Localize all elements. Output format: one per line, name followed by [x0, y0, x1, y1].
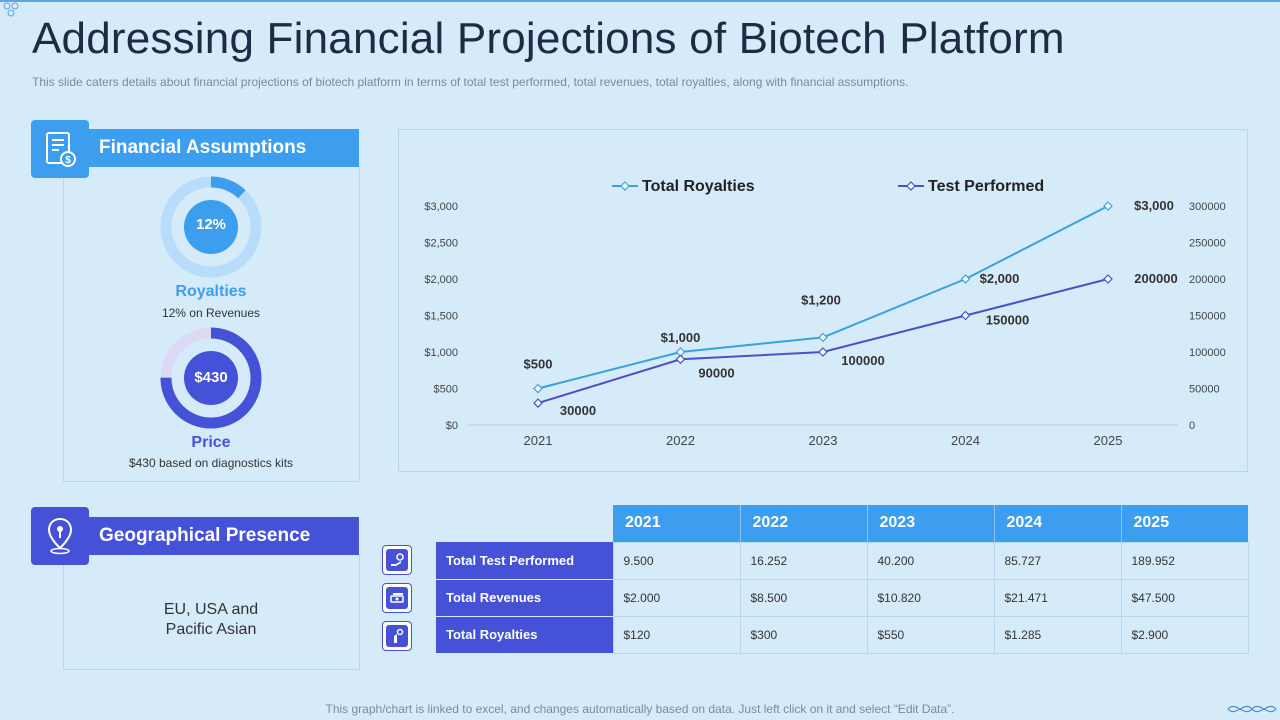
legend-label: Test Performed	[928, 178, 1044, 195]
data-label: 90000	[698, 365, 734, 380]
table-cell: $300	[739, 615, 868, 654]
data-point	[533, 398, 543, 408]
price-label: Price	[191, 434, 231, 451]
royalties-description: 12% on Revenues	[161, 306, 261, 320]
table-cell: $1.285	[993, 615, 1122, 654]
royalty-hand-icon	[382, 621, 412, 651]
price-value: $430	[194, 369, 228, 386]
page-subtitle: This slide caters details about financia…	[32, 75, 909, 89]
table-corner	[436, 505, 613, 542]
data-label: $500	[524, 357, 553, 372]
right-axis-tick-label: 200000	[1189, 274, 1226, 286]
x-axis-tick-label: 2024	[951, 433, 980, 448]
x-axis-tick-label: 2022	[666, 433, 695, 448]
left-axis-tick-label: $3,000	[424, 201, 458, 213]
svg-text:$: $	[65, 155, 71, 166]
year-header-2025: 2025	[1121, 505, 1248, 542]
row-label-total-royalties: Total Royalties	[436, 616, 613, 654]
price-donut	[160, 327, 262, 429]
left-axis-tick-label: $1,000	[424, 347, 458, 359]
table-header-row: 2021 2022 2023 2024 2025	[436, 505, 1248, 542]
year-header-2024: 2024	[994, 505, 1122, 542]
data-label: 200000	[1134, 271, 1177, 286]
geographical-presence-panel	[63, 554, 360, 670]
footer-note: This graph/chart is linked to excel, and…	[325, 702, 955, 716]
legend-label: Total Royalties	[642, 178, 755, 195]
projections-table: 2021 2022 2023 2024 2025 Total Test Perf…	[436, 505, 1249, 654]
table-cell: $10.820	[866, 578, 995, 617]
data-point	[818, 332, 828, 343]
geo-line-2: Pacific Asian	[165, 621, 257, 638]
data-point	[675, 354, 686, 365]
data-label: $3,000	[1134, 198, 1174, 213]
data-label: 100000	[841, 353, 884, 368]
location-pin-icon	[31, 507, 89, 565]
data-point	[960, 274, 971, 284]
geo-line-1: EU, USA and	[163, 601, 259, 618]
left-axis-tick-label: $1,500	[424, 311, 458, 323]
table-cell: 189.952	[1120, 541, 1249, 580]
data-label: $2,000	[980, 271, 1020, 286]
right-axis-tick-label: 150000	[1189, 311, 1226, 323]
financial-assumptions-header: Financial Assumptions	[89, 129, 359, 167]
table-cell: 85.727	[993, 541, 1122, 580]
data-point	[818, 347, 828, 357]
table-cell: 40.200	[866, 541, 995, 580]
chart-panel[interactable]	[398, 129, 1248, 472]
legend-marker	[906, 181, 916, 191]
table-cell: $550	[866, 615, 995, 654]
data-point	[533, 383, 543, 394]
left-axis-tick-label: $2,500	[424, 238, 458, 250]
data-label: $1,200	[801, 292, 841, 307]
right-axis-tick-label: 300000	[1189, 201, 1226, 213]
price-description: $430 based on diagnostics kits	[128, 456, 294, 470]
table-cell: $47.500	[1120, 578, 1249, 617]
data-point	[960, 310, 971, 321]
hand-test-icon	[382, 545, 412, 575]
left-axis-tick-label: $2,000	[424, 274, 458, 286]
royalties-donut	[160, 176, 262, 278]
table-row: Total Revenues $2.000 $8.500 $10.820 $21…	[436, 578, 1249, 617]
royalties-value: 12%	[195, 216, 227, 233]
x-axis-tick-label: 2021	[524, 433, 553, 448]
royalties-label: Royalties	[175, 283, 247, 300]
year-header-2021: 2021	[613, 505, 741, 542]
year-header-2022: 2022	[740, 505, 868, 542]
data-label: 30000	[560, 403, 596, 418]
left-axis-tick-label: $0	[446, 420, 458, 432]
table-cell: $120	[612, 615, 741, 654]
row-label-total-test-performed: Total Test Performed	[436, 542, 613, 580]
data-point	[1103, 201, 1113, 211]
table-row: Total Test Performed 9.500 16.252 40.200…	[436, 541, 1249, 580]
data-label: $1,000	[661, 330, 701, 345]
right-axis-tick-label: 100000	[1189, 347, 1226, 359]
table-cell: 9.500	[612, 541, 741, 580]
money-stack-icon	[382, 583, 412, 613]
table-cell: $2.900	[1120, 615, 1249, 654]
data-point	[1103, 274, 1113, 284]
dna-decoration-icon	[1227, 705, 1277, 713]
right-axis-tick-label: 0	[1189, 420, 1195, 432]
x-axis-tick-label: 2023	[809, 433, 838, 448]
year-header-2023: 2023	[867, 505, 995, 542]
geographical-presence-text: EU, USA and Pacific Asian	[64, 600, 358, 640]
table-cell: $2.000	[612, 578, 741, 617]
left-axis-tick-label: $500	[434, 384, 458, 396]
geographical-presence-header: Geographical Presence	[89, 517, 359, 555]
table-cell: 16.252	[739, 541, 868, 580]
page-title: Addressing Financial Projections of Biot…	[32, 14, 1065, 63]
data-label: 150000	[986, 313, 1029, 328]
line-chart[interactable]: $0 $500 $1,000 $1,500 $2,000 $2,500 $3,000 0 500…	[398, 129, 1246, 470]
molecule-icon	[3, 2, 19, 17]
top-accent-line	[0, 0, 1280, 2]
x-axis-tick-label: 2025	[1094, 433, 1123, 448]
right-axis-tick-label: 250000	[1189, 238, 1226, 250]
table-cell: $21.471	[993, 578, 1122, 617]
document-dollar-icon: $	[31, 120, 89, 178]
right-axis-tick-label: 50000	[1189, 384, 1220, 396]
row-label-total-revenues: Total Revenues	[436, 579, 613, 617]
table-cell: $8.500	[739, 578, 868, 617]
table-row: Total Royalties $120 $300 $550 $1.285 $2…	[436, 615, 1249, 654]
legend-marker	[620, 181, 630, 191]
